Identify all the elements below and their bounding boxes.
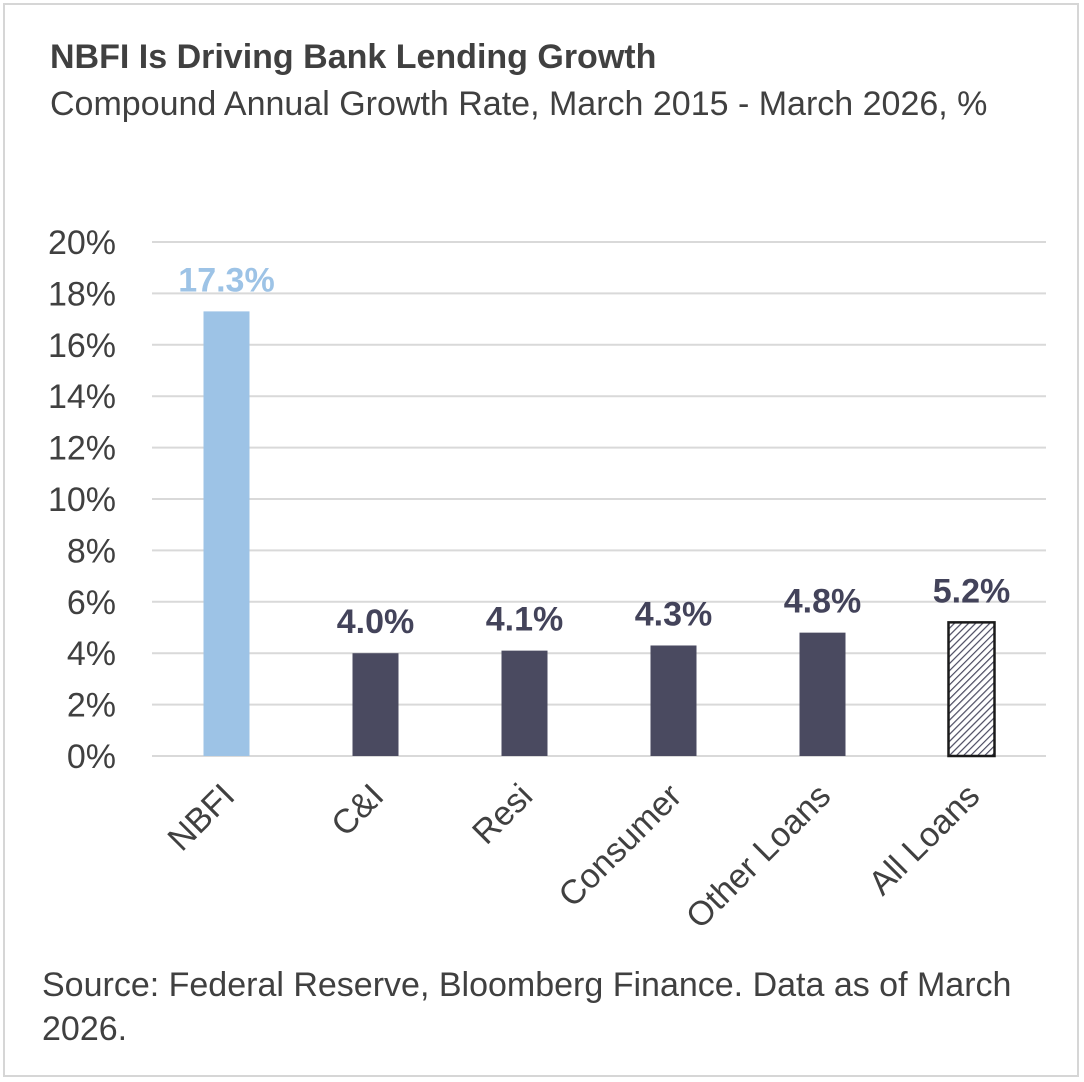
- y-tick-label: 14%: [48, 378, 116, 416]
- chart-title: NBFI Is Driving Bank Lending Growth: [50, 38, 657, 76]
- y-tick-label: 12%: [48, 430, 116, 468]
- bars: [203, 311, 996, 758]
- data-label: 4.0%: [337, 603, 415, 641]
- chart-frame: [3, 3, 1079, 1077]
- y-tick-label: 10%: [48, 481, 116, 519]
- x-tick-label: C&I: [324, 777, 391, 844]
- y-tick-label: 2%: [67, 687, 116, 725]
- y-tick-label: 20%: [48, 224, 116, 262]
- data-label: 4.3%: [635, 595, 713, 633]
- y-tick-label: 16%: [48, 327, 116, 365]
- x-tick-label: Other Loans: [679, 777, 838, 936]
- chart-subtitle: Compound Annual Growth Rate, March 2015 …: [50, 85, 988, 123]
- y-tick-label: 0%: [67, 738, 116, 776]
- x-tick-label: NBFI: [161, 777, 243, 859]
- y-axis-ticks: 0% 2% 4% 6% 8% 10% 12% 14% 16% 18% 20%: [48, 224, 116, 776]
- y-tick-label: 8%: [67, 532, 116, 570]
- bar-resi: [501, 650, 548, 756]
- x-tick-label: Consumer: [551, 777, 689, 915]
- data-label: 4.1%: [486, 601, 564, 639]
- data-label: 17.3%: [178, 261, 274, 299]
- source-note: Source: Federal Reserve, Bloomberg Finan…: [42, 966, 1012, 1048]
- y-tick-label: 18%: [48, 275, 116, 313]
- bar-nbfi: [203, 311, 250, 756]
- y-tick-label: 6%: [67, 584, 116, 622]
- x-tick-label: Resi: [465, 777, 540, 852]
- bar-consumer: [650, 645, 697, 756]
- bar-all-loans: [947, 621, 996, 758]
- data-labels: 17.3% 4.0% 4.1% 4.3% 4.8% 5.2%: [178, 261, 1010, 641]
- x-tick-label: All Loans: [861, 777, 987, 903]
- data-label: 4.8%: [784, 583, 862, 621]
- data-label: 5.2%: [933, 572, 1011, 610]
- y-tick-label: 4%: [67, 635, 116, 673]
- bar-other-loans: [799, 632, 846, 756]
- bar-c-i: [352, 653, 399, 756]
- gridlines: [152, 241, 1046, 757]
